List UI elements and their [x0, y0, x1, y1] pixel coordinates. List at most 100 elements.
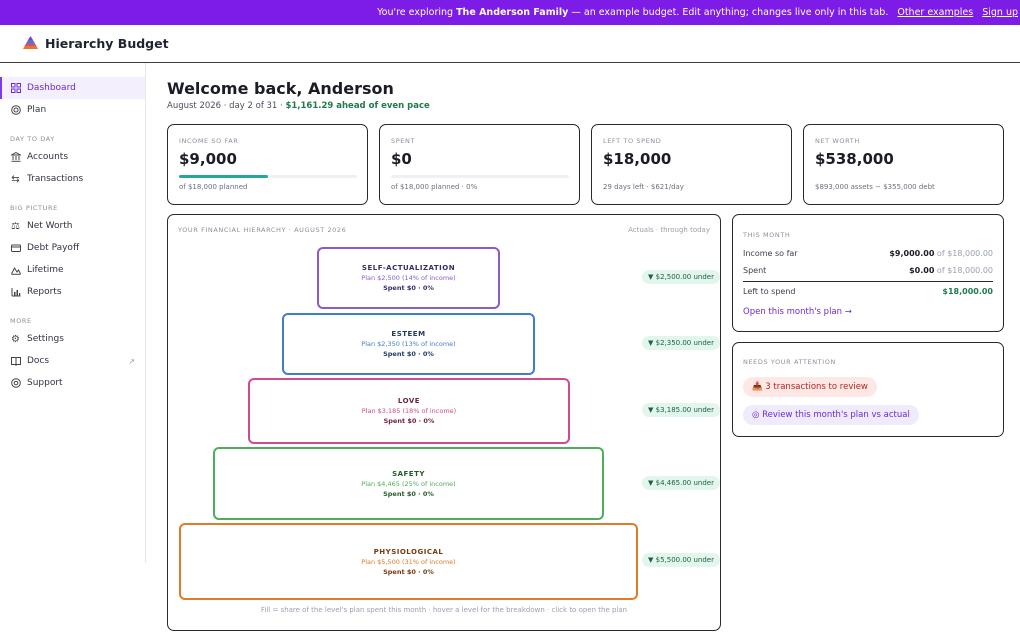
left-value: $18,000 — [603, 150, 672, 168]
spent-row: Spent $0.00 of $18,000.00 — [743, 266, 993, 275]
sidebar-item-lifetime[interactable]: Lifetime — [0, 259, 145, 281]
target-icon — [10, 105, 21, 116]
app-title[interactable]: Hierarchy Budget — [45, 36, 169, 51]
lifebuoy-icon — [10, 378, 21, 389]
sign-up-link[interactable]: Sign up — [982, 7, 1018, 18]
spent-row-value: $0.00 — [909, 266, 935, 275]
level-name: LOVE — [397, 397, 421, 405]
income-value: $9,000 — [179, 150, 237, 168]
spent-sub: of $18,000 planned · 0% — [391, 183, 478, 191]
pyramid-logo-icon[interactable] — [22, 36, 39, 51]
app-header: Hierarchy Budget — [0, 25, 1020, 63]
banner-suffix: — an example budget. Edit anything; chan… — [571, 7, 889, 18]
sidebar-item-net-worth[interactable]: ⚖ Net Worth — [0, 215, 145, 237]
review-transactions-button[interactable]: 📥 3 transactions to review — [743, 377, 877, 397]
sidebar-section-big-picture: BIG PICTURE — [10, 204, 58, 212]
divider — [743, 281, 993, 282]
review-plan-button[interactable]: ◎ Review this month's plan vs actual — [743, 405, 919, 425]
level-self-actualization[interactable]: SELF-ACTUALIZATION Plan $2,500 (14% of i… — [317, 247, 500, 309]
under-badge-esteem: ▼ $2,350.00 under — [642, 336, 720, 350]
sidebar-label-support: Support — [27, 378, 63, 388]
level-plan: Plan $5,500 (31% of income) — [361, 557, 456, 566]
other-examples-link[interactable]: Other examples — [897, 7, 974, 18]
sidebar-label-debt-payoff: Debt Payoff — [27, 243, 80, 253]
income-label: INCOME SO FAR — [179, 137, 239, 145]
sidebar-item-dashboard[interactable]: Dashboard — [0, 77, 145, 99]
sidebar-label-docs: Docs — [27, 356, 50, 366]
sidebar-label-plan: Plan — [27, 105, 47, 115]
level-physiological[interactable]: PHYSIOLOGICAL Plan $5,500 (31% of income… — [179, 523, 638, 600]
level-name: ESTEEM — [391, 330, 426, 338]
level-safety[interactable]: SAFETY Plan $4,465 (25% of income) Spent… — [213, 447, 604, 520]
level-spent: Spent $0 · 0% — [383, 567, 434, 576]
spent-row-label: Spent — [743, 266, 767, 275]
level-plan: Plan $4,465 (25% of income) — [361, 479, 456, 488]
needs-attention-card: NEEDS YOUR ATTENTION 📥 3 transactions to… — [732, 342, 1004, 437]
left-row-value: $18,000.00 — [942, 287, 993, 296]
book-icon — [10, 356, 21, 367]
level-esteem[interactable]: ESTEEM Plan $2,350 (13% of income) Spent… — [282, 313, 535, 375]
this-month-label: THIS MONTH — [743, 231, 791, 239]
sidebar-label-net-worth: Net Worth — [27, 221, 73, 231]
sidebar-item-accounts[interactable]: Accounts — [0, 146, 145, 168]
net-worth-card: NET WORTH $538,000 $893,000 assets − $35… — [803, 124, 1004, 205]
level-spent: Spent $0 · 0% — [383, 417, 435, 425]
page-subtitle: August 2026 · day 2 of 31 · $1,161.29 ah… — [167, 101, 430, 111]
left-to-spend-card: LEFT TO SPEND $18,000 29 days left · $62… — [591, 124, 792, 205]
sidebar-label-settings: Settings — [27, 334, 64, 344]
swap-arrows-icon: ⇆ — [11, 173, 20, 185]
mountain-icon — [10, 265, 21, 276]
income-progress-fill — [179, 175, 268, 178]
open-plan-link[interactable]: Open this month's plan → — [743, 307, 852, 317]
income-row-amount: $9,000.00 of $18,000.00 — [889, 249, 993, 258]
sidebar-item-transactions[interactable]: ⇆ Transactions — [0, 168, 145, 190]
sidebar-label-dashboard: Dashboard — [27, 83, 76, 93]
subtitle-date: August 2026 · day 2 of 31 · — [167, 101, 286, 111]
sidebar-item-plan[interactable]: Plan — [0, 99, 145, 121]
sidebar-item-reports[interactable]: Reports — [0, 281, 145, 303]
sidebar-item-docs[interactable]: Docs ↗ — [0, 350, 145, 372]
income-row-label: Income so far — [743, 249, 798, 258]
left-row: Left to spend $18,000.00 — [743, 287, 993, 296]
sidebar-item-debt-payoff[interactable]: Debt Payoff — [0, 237, 145, 259]
under-badge-self-actualization: ▼ $2,500.00 under — [642, 270, 720, 284]
under-badge-physiological: ▼ $5,500.00 under — [642, 553, 720, 567]
spent-label: SPENT — [391, 137, 415, 145]
gear-icon: ⚙ — [11, 333, 20, 345]
networth-value: $538,000 — [815, 150, 894, 168]
subtitle-ahead: $1,161.29 ahead of even pace — [285, 101, 430, 111]
credit-card-icon — [10, 243, 21, 254]
banner-prefix: You're exploring — [377, 7, 454, 18]
sidebar-section-more: MORE — [10, 317, 32, 325]
level-plan: Plan $2,350 (13% of income) — [361, 340, 456, 348]
spent-card: SPENT $0 of $18,000 planned · 0% — [379, 124, 580, 205]
sidebar: Dashboard Plan DAY TO DAY Accounts ⇆ Tra… — [0, 63, 146, 563]
page-title: Welcome back, Anderson — [167, 79, 394, 98]
income-row-of: of $18,000.00 — [934, 249, 993, 258]
financial-hierarchy-card: YOUR FINANCIAL HIERARCHY · AUGUST 2026 A… — [167, 214, 721, 631]
sidebar-label-transactions: Transactions — [27, 174, 84, 184]
level-plan: Plan $2,500 (14% of income) — [361, 274, 456, 282]
sidebar-item-support[interactable]: Support — [0, 372, 145, 394]
external-link-icon: ↗ — [128, 356, 135, 366]
example-banner: You're exploring The Anderson Family — a… — [0, 0, 1020, 25]
income-row: Income so far $9,000.00 of $18,000.00 — [743, 249, 993, 258]
hierarchy-note: Actuals · through today — [628, 226, 710, 234]
income-progress-bar — [179, 175, 357, 178]
income-sub: of $18,000 planned — [179, 183, 248, 191]
level-love[interactable]: LOVE Plan $3,185 (18% of income) Spent $… — [248, 378, 570, 444]
hierarchy-footer: Fill = share of the level's plan spent t… — [260, 606, 628, 614]
sidebar-label-accounts: Accounts — [27, 152, 69, 162]
income-card: INCOME SO FAR $9,000 of $18,000 planned — [167, 124, 368, 205]
networth-label: NET WORTH — [815, 137, 860, 145]
under-badge-love: ▼ $3,185.00 under — [642, 403, 720, 417]
spent-progress-bar — [391, 175, 569, 178]
attention-label: NEEDS YOUR ATTENTION — [743, 358, 836, 366]
level-spent: Spent $0 · 0% — [383, 350, 434, 358]
sidebar-item-settings[interactable]: ⚙ Settings — [0, 328, 145, 350]
level-name: PHYSIOLOGICAL — [373, 547, 444, 556]
level-spent: Spent $0 · 0% — [383, 284, 434, 292]
level-name: SELF-ACTUALIZATION — [361, 264, 456, 272]
bar-chart-icon — [10, 287, 21, 298]
left-row-label: Left to spend — [743, 287, 796, 296]
